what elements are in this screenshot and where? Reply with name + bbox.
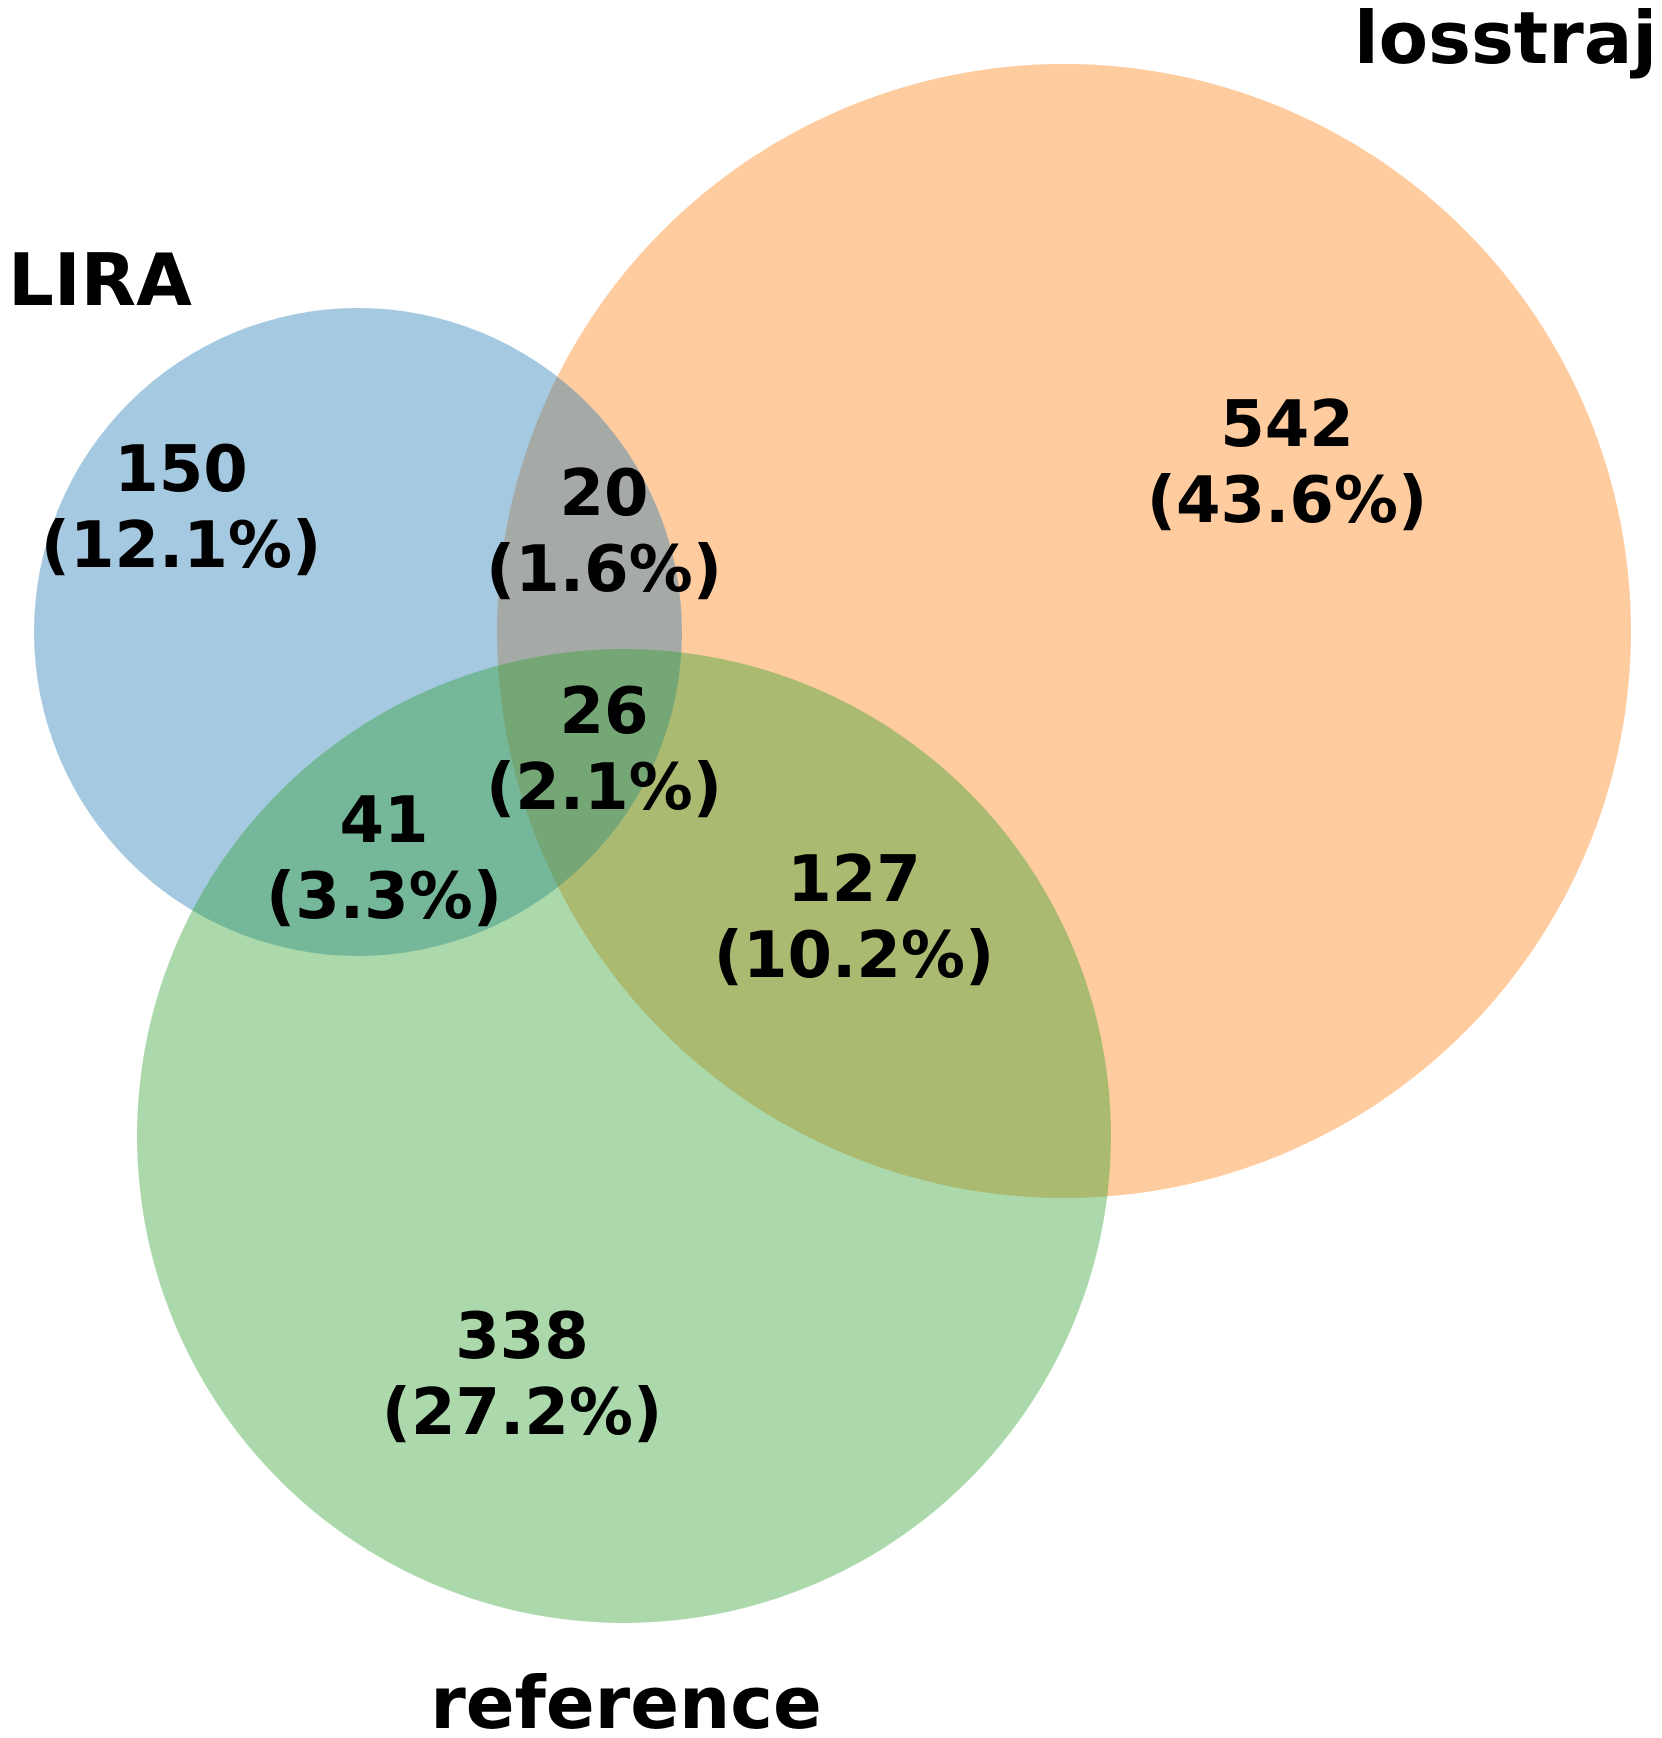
region-all-three-percent: (2.1%) [486,751,722,825]
set-label-lira: LIRA [8,238,192,322]
region-lira-reference-count: 41 [339,784,428,858]
reference-circle [137,649,1111,1623]
region-lira-only-count: 150 [114,433,248,507]
lira-circle [34,308,682,956]
region-reference-only-percent: (27.2%) [382,1376,663,1450]
region-losstraj-reference-count: 127 [787,843,921,917]
set-label-reference: reference [430,1661,822,1738]
region-losstraj-only-percent: (43.6%) [1147,464,1428,538]
set-label-losstraj: losstraj [1354,0,1657,80]
region-lira-only-percent: (12.1%) [41,509,322,583]
region-lira-reference-percent: (3.3%) [266,860,502,934]
region-lira-losstraj-count: 20 [559,457,648,531]
region-reference-only-count: 338 [455,1300,589,1374]
region-losstraj-reference-percent: (10.2%) [714,919,995,993]
region-lira-losstraj-percent: (1.6%) [486,533,722,607]
region-all-three-count: 26 [559,675,648,749]
region-losstraj-only-count: 542 [1220,388,1354,462]
losstraj-circle [497,64,1631,1198]
